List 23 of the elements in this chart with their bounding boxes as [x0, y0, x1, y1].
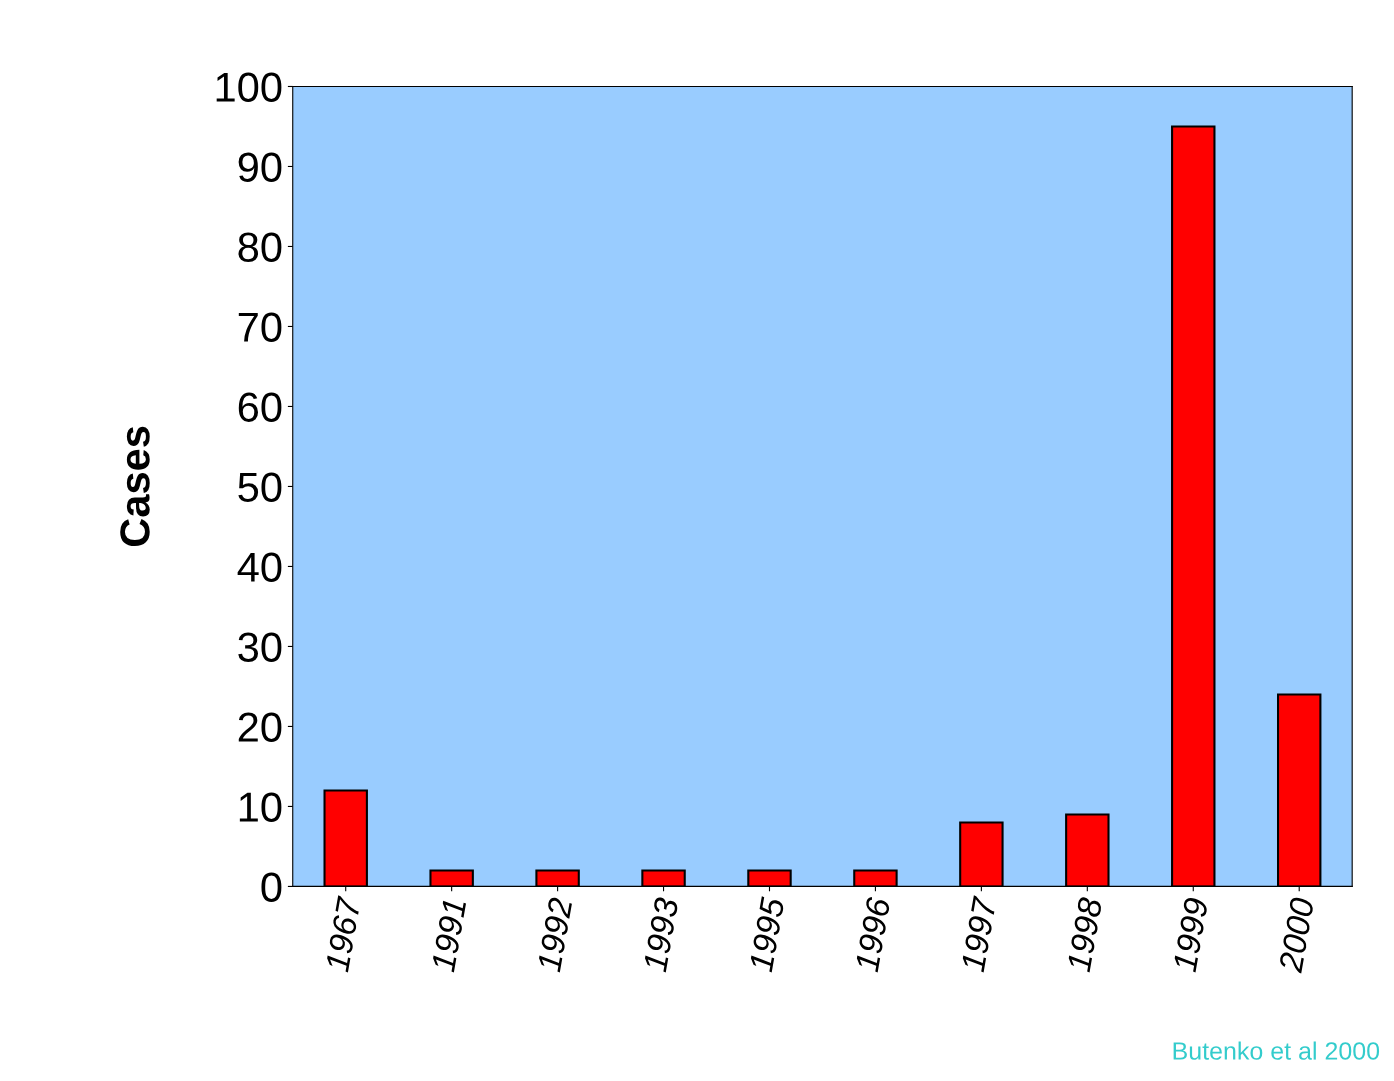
- y-tick-label: 40: [237, 552, 282, 582]
- y-axis-title: Cases: [120, 426, 150, 547]
- x-tick-label: 1997: [960, 895, 997, 973]
- y-tick-label: 50: [238, 472, 282, 502]
- text: Butenko et al 2000: [1173, 1041, 1380, 1060]
- x-tick-label: 1999: [1172, 896, 1209, 973]
- x-tick-label: 1991: [430, 899, 467, 973]
- x-tick-label: 1993: [642, 896, 679, 973]
- y-tick-label: 60: [238, 392, 282, 422]
- x-tick-label: 1996: [854, 896, 891, 973]
- x-tick-label: 1995: [748, 896, 785, 973]
- y-tick-label: 80: [238, 232, 282, 262]
- y-tick-label: 20: [238, 712, 282, 742]
- y-tick-label: 70: [238, 312, 282, 342]
- y-tick-label: 10: [239, 792, 282, 822]
- y-tick-label: 30: [238, 632, 282, 662]
- y-tick-label: 90: [238, 152, 282, 182]
- x-tick-label: 1967: [324, 895, 362, 973]
- x-tick-label: 1992: [536, 896, 573, 973]
- x-tick-label: 1998: [1066, 896, 1103, 973]
- y-tick-label: 100: [216, 72, 282, 102]
- y-tick-label: 0: [261, 872, 282, 902]
- x-tick-label: 2000: [1278, 896, 1315, 974]
